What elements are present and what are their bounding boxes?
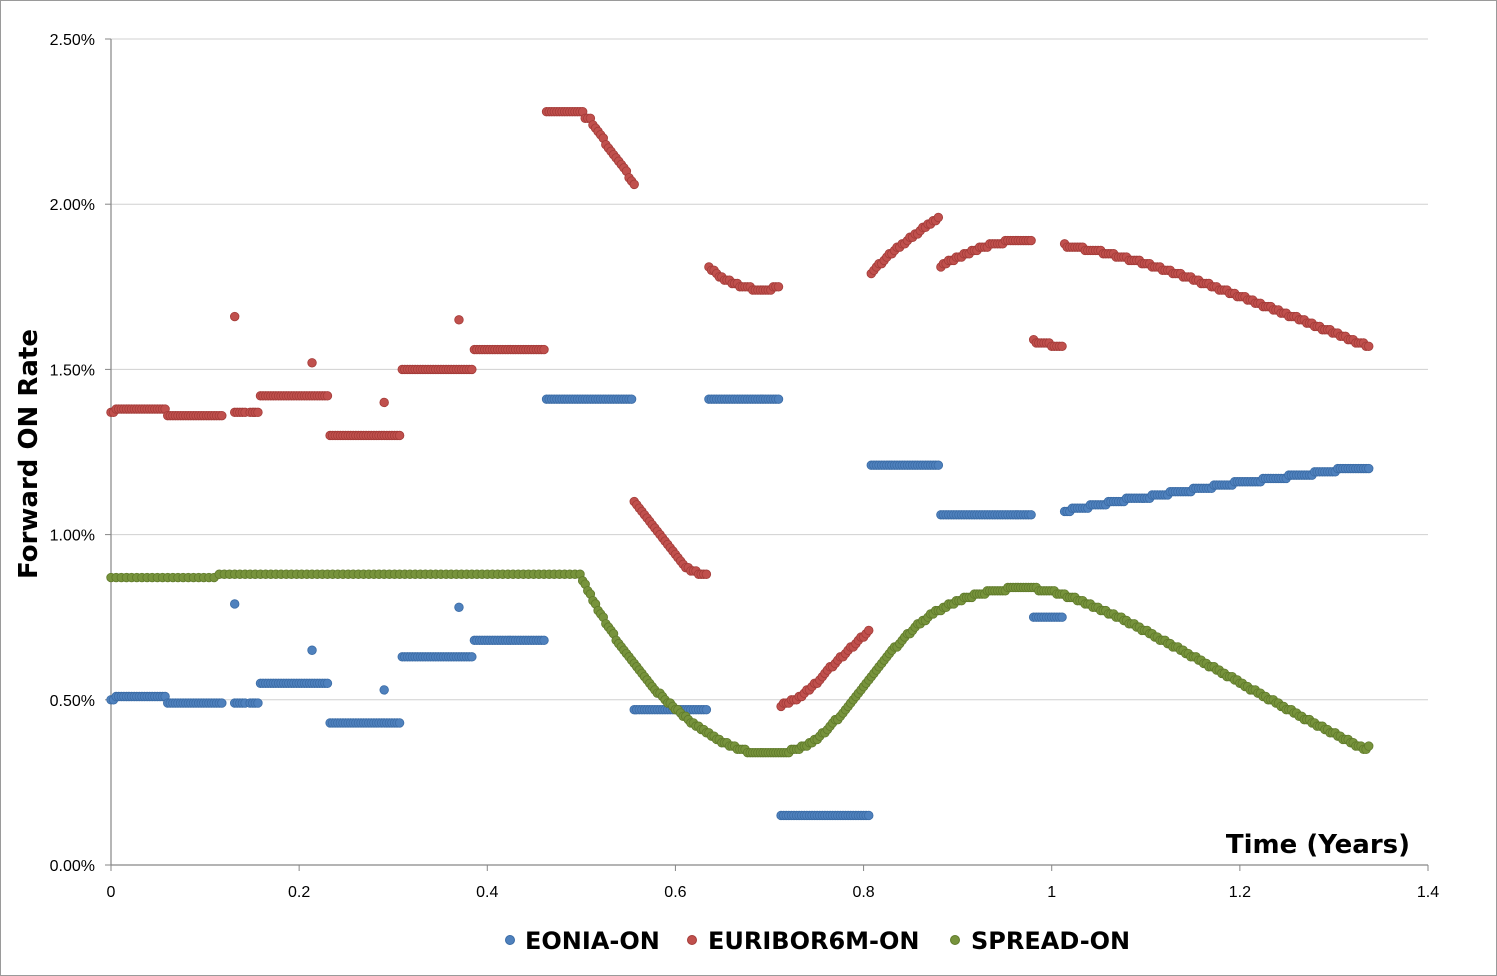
x-tick-label: 1.2 <box>1229 884 1251 901</box>
data-point-eonia-on <box>1026 510 1036 520</box>
data-point-eonia-on <box>773 394 784 404</box>
data-point-euribor6m-on <box>379 397 389 408</box>
data-point-euribor6m-on <box>1364 341 1374 351</box>
axes <box>105 38 1429 871</box>
y-tick-label: 2.50% <box>50 32 95 49</box>
data-point-eonia-on <box>217 698 227 708</box>
data-point-eonia-on <box>454 602 464 612</box>
y-axis-title: Forward ON Rate <box>14 329 44 579</box>
y-tick-labels: 0.00% 0.50% 1.00% 1.50% 2.00% 2.50% <box>50 32 95 875</box>
data-point-eonia-on <box>1057 612 1067 622</box>
data-point-eonia-on <box>394 718 405 728</box>
data-point-spread-on <box>1364 741 1374 751</box>
x-tick-label: 1 <box>1047 884 1056 901</box>
data-point-euribor6m-on <box>629 179 639 190</box>
data-point-euribor6m-on <box>454 315 464 325</box>
series-spread-on <box>106 569 1374 758</box>
legend-label-eonia: EONIA-ON <box>525 927 660 955</box>
legend-item-eonia: EONIA-ON <box>505 927 660 955</box>
data-point-eonia-on <box>1364 463 1374 474</box>
data-point-eonia-on <box>864 810 874 821</box>
y-tick-label: 1.50% <box>50 362 95 379</box>
data-point-euribor6m-on <box>539 344 549 355</box>
y-tick-label: 2.00% <box>50 197 95 214</box>
data-point-eonia-on <box>253 698 263 708</box>
data-point-euribor6m-on <box>467 364 477 375</box>
data-point-euribor6m-on <box>229 311 240 322</box>
legend-item-euribor6m: EURIBOR6M-ON <box>687 927 920 955</box>
data-point-euribor6m-on <box>217 410 227 421</box>
x-axis-title: Time (Years) <box>1226 830 1410 860</box>
data-point-euribor6m-on <box>864 625 874 636</box>
legend-item-spread: SPREAD-ON <box>950 927 1130 955</box>
y-tick-label: 0.00% <box>50 858 95 875</box>
data-point-euribor6m-on <box>253 407 263 418</box>
data-point-euribor6m-on <box>1026 235 1036 246</box>
gridlines <box>111 38 1428 701</box>
legend-swatch-eonia <box>505 935 515 945</box>
x-tick-label: 1.4 <box>1417 884 1439 901</box>
data-point-eonia-on <box>701 705 712 715</box>
legend-label-euribor6m: EURIBOR6M-ON <box>708 927 920 955</box>
legend: EONIA-ON EURIBOR6M-ON SPREAD-ON <box>505 927 1130 955</box>
data-point-euribor6m-on <box>701 569 712 579</box>
legend-label-spread: SPREAD-ON <box>971 927 1130 955</box>
data-point-eonia-on <box>322 678 333 688</box>
x-tick-label: 0.2 <box>288 884 310 901</box>
data-point-euribor6m-on <box>773 282 784 292</box>
x-tick-label: 0.6 <box>664 884 686 901</box>
series-euribor6m-on <box>106 106 1374 712</box>
data-points <box>106 106 1374 821</box>
x-tick-label: 0.4 <box>476 884 498 901</box>
data-point-euribor6m-on <box>933 212 944 223</box>
data-point-eonia-on <box>933 460 944 470</box>
data-point-eonia-on <box>467 652 477 662</box>
data-point-eonia-on <box>379 685 389 695</box>
data-point-euribor6m-on <box>322 391 333 401</box>
data-point-euribor6m-on <box>307 358 317 368</box>
data-point-euribor6m-on <box>1057 341 1067 351</box>
data-point-euribor6m-on <box>394 430 405 441</box>
x-tick-labels: 0 0.2 0.4 0.6 0.8 1 1.2 1.4 <box>107 884 1440 901</box>
data-point-eonia-on <box>539 635 549 646</box>
series-eonia-on <box>106 394 1374 821</box>
legend-swatch-spread <box>950 935 960 945</box>
data-point-eonia-on <box>307 645 317 655</box>
data-point-eonia-on <box>229 599 240 609</box>
legend-swatch-euribor6m <box>687 935 697 945</box>
data-point-eonia-on <box>626 394 637 404</box>
y-tick-label: 1.00% <box>50 528 95 545</box>
y-tick-label: 0.50% <box>50 693 95 710</box>
x-tick-label: 0 <box>107 884 116 901</box>
x-tick-label: 0.8 <box>852 884 874 901</box>
